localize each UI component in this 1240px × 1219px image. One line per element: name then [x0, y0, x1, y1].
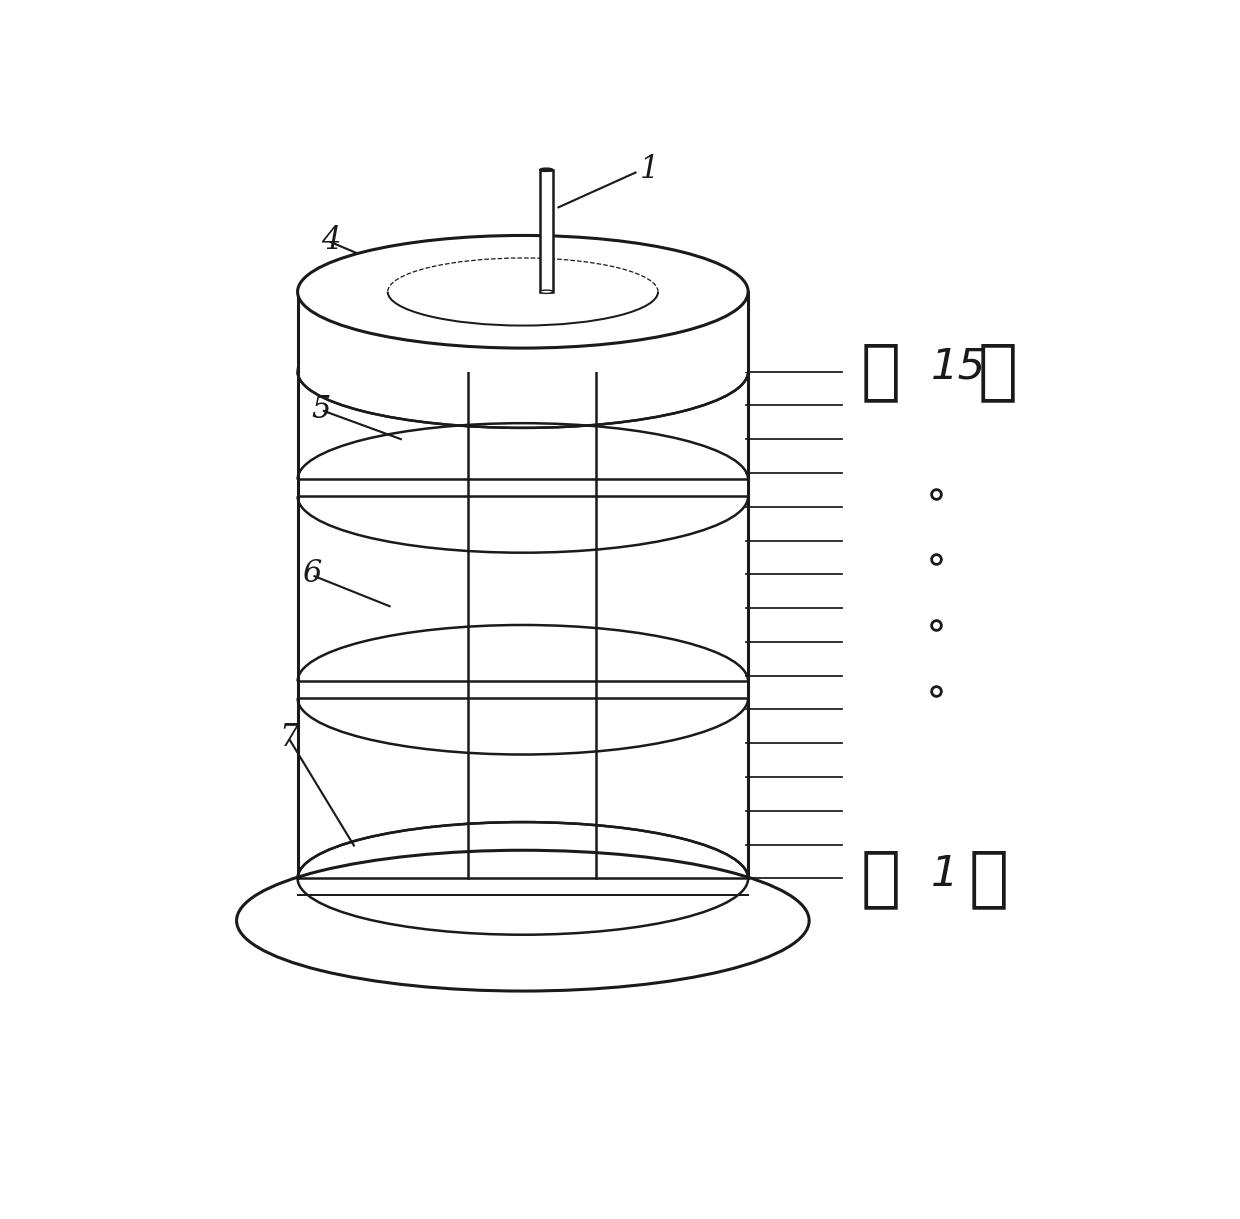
- Text: 4: 4: [321, 224, 341, 256]
- Text: 第: 第: [861, 846, 900, 912]
- Text: 2: 2: [523, 252, 542, 284]
- Text: 15: 15: [931, 346, 986, 388]
- Text: 层: 层: [978, 339, 1018, 405]
- Ellipse shape: [539, 168, 553, 172]
- Ellipse shape: [539, 290, 553, 294]
- Text: 1: 1: [931, 853, 959, 895]
- Text: 7: 7: [279, 722, 298, 753]
- Text: 第: 第: [861, 339, 900, 405]
- Ellipse shape: [298, 235, 748, 349]
- Text: 层: 层: [968, 846, 1008, 912]
- Text: 1: 1: [640, 155, 660, 185]
- Text: 3: 3: [626, 280, 646, 312]
- Text: 5: 5: [311, 394, 331, 424]
- Polygon shape: [539, 169, 553, 291]
- Text: 6: 6: [303, 558, 321, 589]
- Polygon shape: [298, 291, 748, 372]
